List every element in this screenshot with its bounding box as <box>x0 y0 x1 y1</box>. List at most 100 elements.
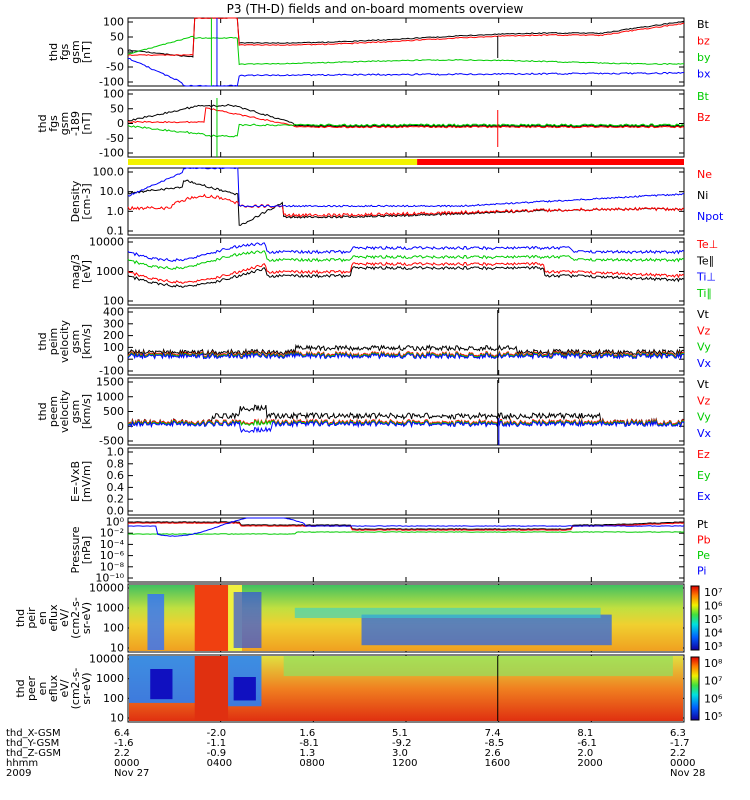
y-tick-label: 400 <box>103 306 124 319</box>
ephemeris-value: 1600 <box>484 758 511 769</box>
legend-entry: Vt <box>697 378 710 391</box>
y-tick-label: 1.0 <box>107 446 125 459</box>
panel-frame <box>127 447 685 516</box>
trace-npot <box>127 167 685 208</box>
ephemeris-value: 1.3 <box>299 748 316 759</box>
y-tick-label: 100 <box>103 88 124 101</box>
y-tick-label: 1000 <box>96 265 124 278</box>
legend-entry: Ni <box>697 189 708 202</box>
y-tick-label: 10⁻⁴ <box>100 538 125 551</box>
legend-entry: bz <box>697 35 710 48</box>
legend-entry: Vx <box>697 357 712 370</box>
y-axis-label: thd <box>47 43 60 61</box>
legend-entry: Te⊥ <box>696 238 718 251</box>
ephemeris-value: 6.4 <box>114 728 130 739</box>
ephemeris-value: -0.9 <box>206 748 227 759</box>
ephemeris-value: 2.2 <box>114 748 130 759</box>
legend-entry: Ez <box>697 448 710 461</box>
trace-bx <box>127 57 685 87</box>
spectrogram-band <box>361 614 612 646</box>
y-tick-label: -100 <box>99 147 124 160</box>
legend-entry: Pt <box>697 518 709 531</box>
legend-entry: Vy <box>697 341 711 354</box>
legend-entry: Vx <box>697 427 712 440</box>
trace-vy <box>127 418 685 428</box>
y-tick-label: 300 <box>103 317 124 330</box>
trace-vt <box>127 404 685 427</box>
y-axis-label: fgs <box>47 115 60 132</box>
ephemeris-value: 0000 <box>670 758 696 769</box>
ephemeris-row-label: thd_Z-GSM <box>6 748 61 759</box>
y-tick-label: 100 <box>103 341 124 354</box>
y-axis-label: [km/s] <box>80 324 93 359</box>
ephemeris-value: 1200 <box>392 758 418 769</box>
y-tick-label: 1000 <box>96 602 124 615</box>
region-bar <box>128 159 418 165</box>
legend-entry: Vz <box>697 324 711 337</box>
trace-ni <box>127 179 685 226</box>
y-axis-label: gsm <box>69 40 82 63</box>
y-tick-label: 0.1 <box>107 225 125 238</box>
legend-entry: Bt <box>697 18 710 31</box>
legend-entry: Ti∥ <box>696 287 712 300</box>
spectrogram-band <box>150 669 173 700</box>
ephemeris-value: 3.0 <box>392 748 408 759</box>
y-tick-label: 10000 <box>89 653 124 666</box>
y-tick-label: 1.0 <box>107 205 125 218</box>
y-axis-label: mag/3 <box>69 254 82 289</box>
ephemeris-row: thd_Z-GSM 2.2 -0.9 1.3 3.0 2.6 2.0 2.2 <box>6 748 726 759</box>
y-tick-label: 0.8 <box>107 457 125 470</box>
y-axis-label: Pressure <box>69 526 82 573</box>
y-tick-label: 10⁻⁸ <box>100 560 125 573</box>
y-axis-label: thd <box>36 332 49 350</box>
colorbar-label: 10⁶ <box>704 692 723 705</box>
y-tick-label: 1000 <box>96 672 124 685</box>
y-tick-label: 0.0 <box>107 505 125 518</box>
legend-entry: Ey <box>697 469 711 482</box>
y-tick-label: 0.6 <box>107 469 125 482</box>
y-tick-label: -50 <box>106 61 124 74</box>
ephemeris-value: 2.6 <box>484 748 501 759</box>
y-tick-label: 0 <box>117 117 124 130</box>
y-tick-label: 10 <box>110 642 124 655</box>
spectrogram-band <box>294 607 601 618</box>
ephemeris-value: 2.2 <box>670 748 686 759</box>
y-tick-label: -50 <box>106 132 124 145</box>
ephemeris-row-label: hhmm <box>6 758 39 769</box>
y-axis-label: fgs <box>58 43 71 60</box>
legend-entry: Npot <box>697 210 724 223</box>
ephemeris-row-label: 2009 <box>6 768 32 779</box>
ephemeris-value: 6.3 <box>670 728 686 739</box>
legend-entry: Te∥ <box>696 254 714 267</box>
ephemeris-value: 0800 <box>299 758 325 769</box>
spectrogram-band <box>194 585 229 651</box>
region-bar <box>417 159 684 165</box>
spectrogram-band <box>194 656 229 721</box>
trace-pe <box>127 531 685 535</box>
y-tick-label: 100 <box>103 622 124 635</box>
y-axis-label: sr-eV) <box>80 602 93 634</box>
trace-ti-perp <box>127 242 685 262</box>
y-tick-label: 0 <box>117 420 124 433</box>
ephemeris-value: -1.1 <box>206 738 227 749</box>
y-tick-label: 50 <box>110 31 124 44</box>
y-tick-label: 50 <box>110 102 124 115</box>
trace-ne <box>127 193 685 218</box>
spectrogram-band <box>147 594 165 650</box>
y-axis-label: velocity <box>58 320 71 363</box>
y-axis-label: thd <box>14 609 27 627</box>
y-axis-label: peim <box>47 328 60 356</box>
colorbar-label: 10⁴ <box>704 627 723 640</box>
trace-pt <box>127 521 685 530</box>
y-tick-label: 0 <box>117 46 124 59</box>
ephemeris-row: thd_Y-GSM -1.6 -1.1 -8.1 -9.2 -8.5 -6.1 -1.7 <box>6 738 726 749</box>
spectrogram-band <box>233 677 256 701</box>
colorbar-label: 10⁷ <box>704 675 722 688</box>
y-tick-label: 10 <box>110 712 124 725</box>
y-axis-label: gsm <box>69 330 82 353</box>
trace-vx <box>127 419 685 434</box>
y-axis-label: [km/s] <box>80 394 93 429</box>
legend-entry: Pb <box>697 533 711 546</box>
ephemeris-value: 2.0 <box>577 748 594 759</box>
